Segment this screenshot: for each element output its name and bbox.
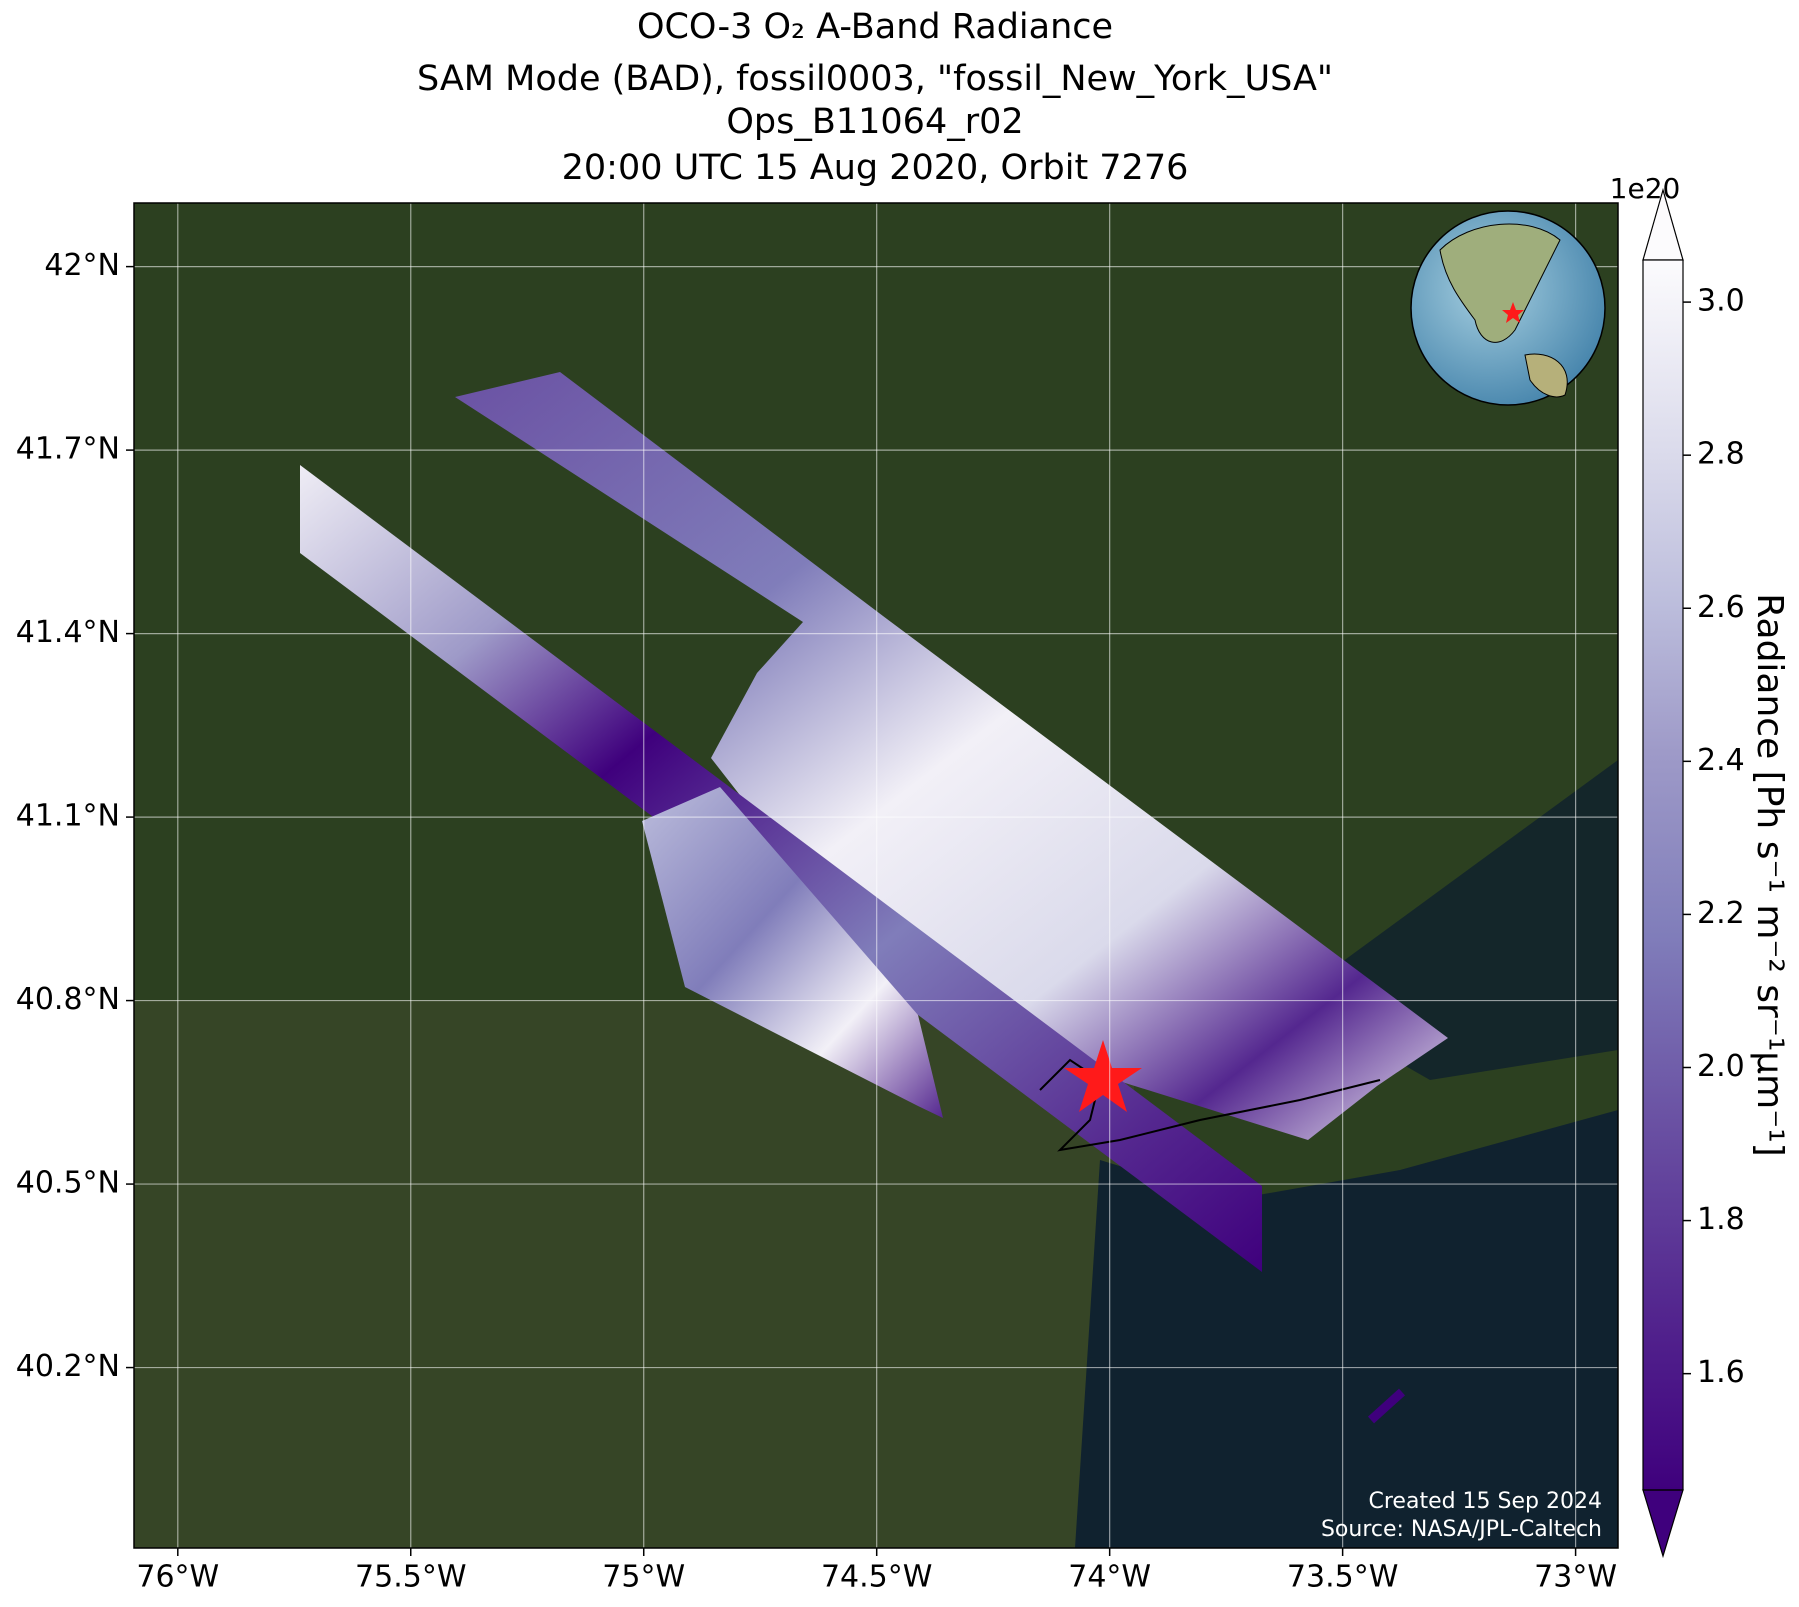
swath	[1367, 1388, 1406, 1424]
map	[134, 203, 1618, 1548]
globe-land	[1439, 223, 1561, 343]
colorbar-extend-min	[1642, 1489, 1684, 1559]
colorbar-tick-label: 2.0	[1697, 1049, 1745, 1084]
colorbar-tick-label: 2.6	[1697, 590, 1745, 625]
x-tick-label: 73°W	[1534, 1560, 1617, 1595]
y-tick-label: 40.2°N	[16, 1349, 120, 1384]
colorbar-tick-label: 2.4	[1697, 743, 1745, 778]
x-tick-label: 73.5°W	[1287, 1560, 1398, 1595]
chart-subtitle: SAM Mode (BAD), fossil0003, "fossil_New_…	[417, 59, 1333, 99]
chart-subtitle: Ops_B11064_r02	[726, 102, 1023, 142]
x-tick-label: 76°W	[136, 1560, 219, 1595]
x-tick-label: 75°W	[602, 1560, 685, 1595]
annotation: Source: NASA/JPL-Caltech	[1321, 1517, 1602, 1542]
colorbar: 1e20 Radiance [Ph s⁻¹ m⁻² sr⁻¹μm⁻¹]	[1610, 172, 1790, 1559]
site-marker	[1064, 1040, 1142, 1112]
annotation: Created 15 Sep 2024	[1369, 1489, 1603, 1514]
colorbar-bar	[1643, 260, 1683, 1490]
colorbar-tick-label: 1.8	[1697, 1202, 1745, 1237]
chart-subtitle: 20:00 UTC 15 Aug 2020, Orbit 7276	[562, 148, 1189, 188]
x-tick-label: 75.5°W	[355, 1560, 466, 1595]
globe-inset	[1410, 210, 1606, 406]
y-tick-label: 40.5°N	[16, 1166, 120, 1201]
chart-title: OCO-3 O₂ A-Band Radiance	[637, 7, 1113, 47]
y-tick-label: 41.4°N	[16, 615, 120, 650]
coastline	[1039, 1058, 1381, 1152]
colorbar-tick-label: 2.8	[1697, 437, 1745, 472]
colorbar-label: Radiance [Ph s⁻¹ m⁻² sr⁻¹μm⁻¹]	[1749, 593, 1790, 1156]
colorbar-tick-label: 2.2	[1697, 896, 1745, 931]
y-tick-label: 41.1°N	[16, 799, 120, 834]
globe-land	[1524, 353, 1568, 398]
colorbar-tick-label: 3.0	[1697, 284, 1745, 319]
colorbar-multiplier: 1e20	[1610, 172, 1681, 205]
x-tick-label: 74°W	[1068, 1560, 1151, 1595]
colorbar-tick-label: 1.6	[1697, 1355, 1745, 1390]
y-tick-label: 40.8°N	[16, 982, 120, 1017]
swath	[642, 787, 943, 1118]
y-tick-label: 41.7°N	[16, 432, 120, 467]
land-lowland	[134, 1000, 1134, 1548]
y-tick-label: 42°N	[44, 248, 120, 283]
swath	[455, 372, 1448, 1140]
x-tick-label: 74.5°W	[821, 1560, 932, 1595]
globe-marker	[1502, 302, 1524, 323]
colorbar-frame	[1642, 259, 1684, 1491]
